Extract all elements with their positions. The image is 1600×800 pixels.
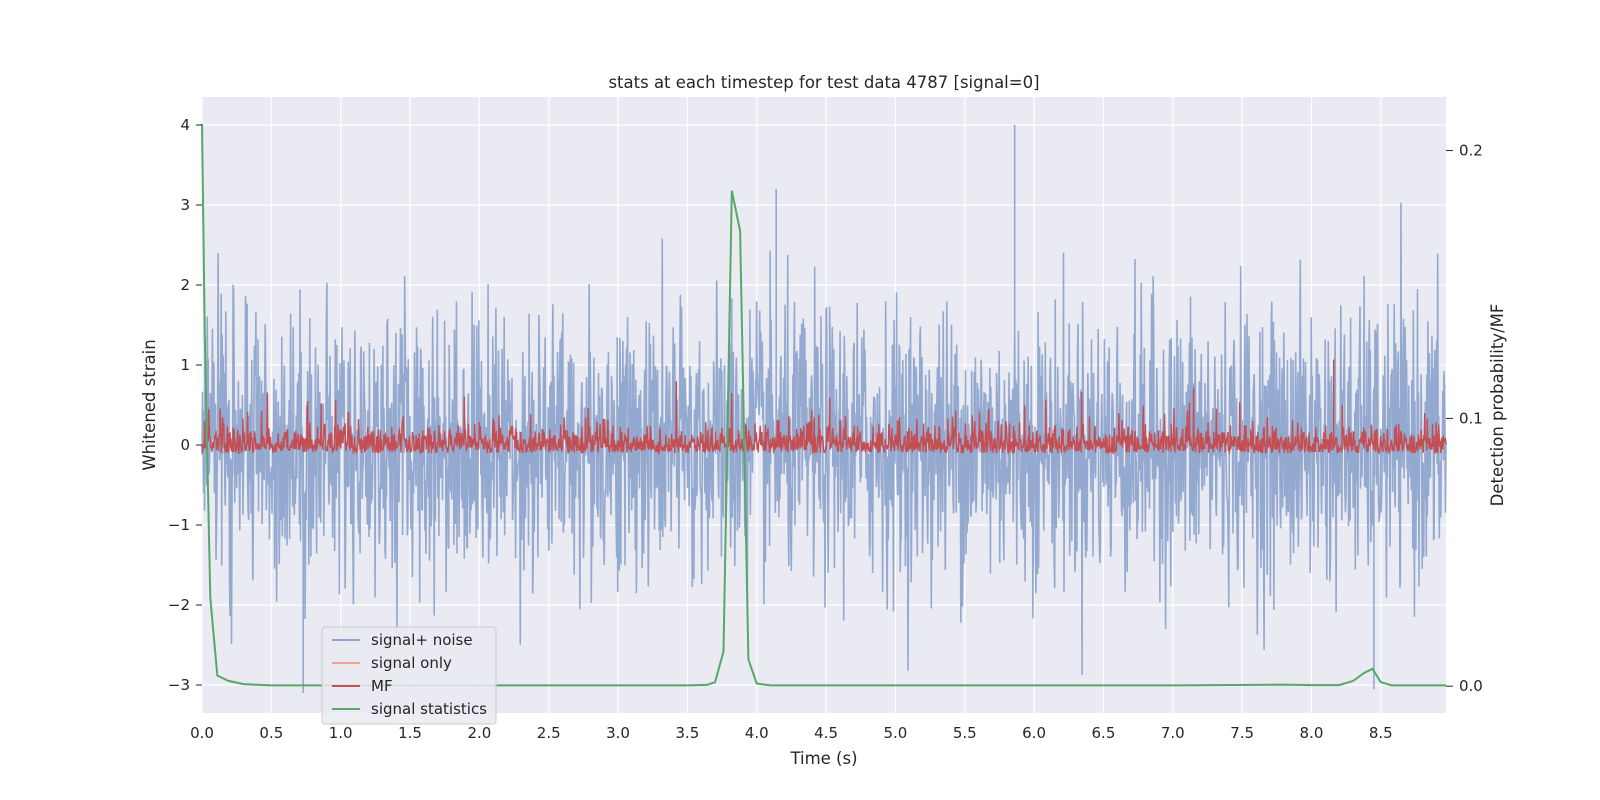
y-tick-label: 1 [180, 356, 190, 374]
signal-noise-series [201, 125, 1447, 693]
legend-label-signal-statistics: signal statistics [371, 700, 487, 718]
x-tick-label: 8.0 [1300, 724, 1324, 742]
signal-noise-line [201, 125, 1447, 693]
legend-label-mf: MF [371, 677, 393, 695]
x-tick-label: 7.5 [1230, 724, 1254, 742]
legend: signal+ noise signal only MF signal stat… [321, 626, 497, 725]
x-tick-label: 5.0 [883, 724, 907, 742]
mf-line [201, 359, 1447, 456]
y-tick-label: −1 [168, 516, 190, 534]
x-tick-label: 1.0 [329, 724, 353, 742]
x-tick-label: 6.0 [1022, 724, 1046, 742]
y-right-tick-label: 0.0 [1459, 677, 1483, 695]
signal-statistics-line [201, 123, 1446, 687]
y-tick-label: −3 [168, 676, 190, 694]
x-tick-label: 8.5 [1369, 724, 1393, 742]
x-tick-label: 4.0 [745, 724, 769, 742]
x-tick-label: 3.0 [606, 724, 630, 742]
y-right-axis-ticks: 0.0 0.1 0.2 [1446, 142, 1483, 695]
legend-label-signal-noise: signal+ noise [371, 631, 473, 649]
chart-title: stats at each timestep for test data 478… [608, 73, 1039, 92]
x-tick-label: 2.0 [467, 724, 491, 742]
x-tick-label: 0.5 [259, 724, 283, 742]
legend-box [321, 626, 497, 725]
y-right-axis-label: Detection probability/MF [1488, 304, 1507, 507]
signal-statistics-series [201, 123, 1446, 687]
y-axis-ticks: −3 −2 −1 0 1 2 3 4 [168, 116, 202, 694]
x-tick-label: 7.0 [1161, 724, 1185, 742]
y-right-tick-label: 0.2 [1459, 142, 1483, 160]
y-tick-label: 2 [180, 276, 190, 294]
y-right-tick-label: 0.1 [1459, 409, 1483, 427]
x-tick-label: 5.5 [953, 724, 977, 742]
x-tick-label: 2.5 [537, 724, 561, 742]
legend-label-signal-only: signal only [371, 654, 452, 672]
y-axis-label: Whitened strain [140, 339, 159, 470]
x-tick-label: 3.5 [675, 724, 699, 742]
x-tick-label: 4.5 [814, 724, 838, 742]
x-axis-label: Time (s) [789, 749, 857, 768]
x-tick-label: 6.5 [1092, 724, 1116, 742]
mf-series [201, 359, 1447, 456]
x-tick-label: 0.0 [190, 724, 214, 742]
plot-background [202, 97, 1446, 713]
y-tick-label: −2 [168, 596, 190, 614]
x-tick-label: 1.5 [398, 724, 422, 742]
x-axis-ticks: 0.0 0.5 1.0 1.5 2.0 2.5 3.0 3.5 4.0 4.5 5.0 5.5 6.0 6… [190, 724, 1393, 742]
y-tick-label: 3 [180, 196, 190, 214]
y-tick-label: 4 [180, 116, 190, 134]
y-tick-label: 0 [180, 436, 190, 454]
